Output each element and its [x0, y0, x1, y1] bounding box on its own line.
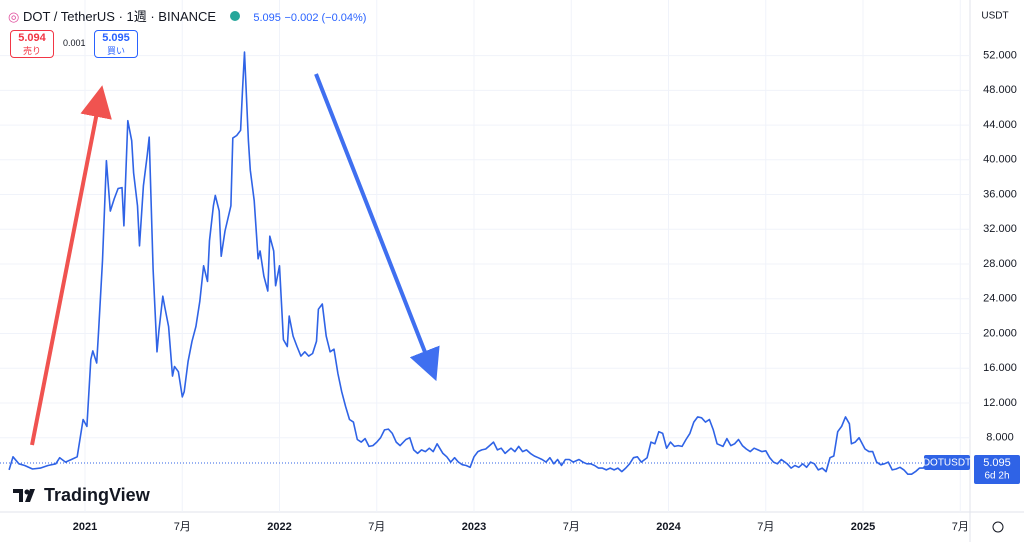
buy-price: 5.095 — [102, 32, 130, 44]
y-tick-label: 28.000 — [983, 258, 1017, 270]
currency-label[interactable]: USDT — [981, 11, 1008, 22]
logo: TradingView — [13, 485, 151, 505]
y-tick-label: 52.000 — [983, 49, 1017, 61]
logo-icon — [13, 489, 35, 502]
y-tick-label: 16.000 — [983, 362, 1017, 374]
currency-button[interactable] — [978, 6, 1018, 26]
buy-label: 買い — [106, 46, 125, 56]
y-tick-label: 36.000 — [983, 188, 1017, 200]
logo-text: TradingView — [44, 485, 151, 505]
logo-dot — [24, 489, 30, 495]
x-tick-label: 2021 — [73, 521, 97, 533]
x-tick-label: 7月 — [952, 521, 969, 533]
x-tick-label: 7月 — [368, 521, 385, 533]
down-arrow-drawing[interactable] — [314, 73, 440, 382]
x-tick-label: 2023 — [462, 521, 486, 533]
sell-button[interactable]: 5.094 売り — [10, 30, 54, 58]
grid — [0, 0, 970, 512]
series-badge — [924, 454, 970, 470]
symbol[interactable]: DOT / TetherUS · 1週 · BINANCE — [22, 9, 217, 24]
y-tick-label: 40.000 — [983, 154, 1017, 166]
x-tick-label: 7月 — [757, 521, 774, 533]
up-arrow-drawing[interactable] — [30, 85, 112, 446]
x-tick-label: 2024 — [656, 521, 681, 533]
x-tick-label: 2022 — [267, 521, 291, 533]
change: −0.002 (−0.04%) — [284, 12, 367, 24]
x-tick-label: 2025 — [851, 521, 875, 533]
status-dot — [229, 11, 240, 21]
series-name: DOTUSDT — [923, 458, 971, 469]
price: 5.095 — [253, 12, 281, 24]
x-tick-label: 7月 — [563, 521, 580, 533]
buy-button[interactable]: 5.095 買い — [94, 30, 138, 58]
price-line — [8, 51, 928, 475]
settings-icon[interactable] — [992, 521, 1004, 533]
y-tick-label: 12.000 — [983, 397, 1017, 409]
x-tick-label: 7月 — [174, 521, 191, 533]
y-tick-label: 48.000 — [983, 84, 1017, 96]
price-badge-value: 5.095 — [983, 457, 1011, 469]
sell-price: 5.094 — [18, 32, 46, 44]
sell-label: 売り — [22, 46, 41, 56]
y-tick-label: 24.000 — [983, 293, 1017, 305]
y-tick-label: 8.000 — [986, 432, 1014, 444]
y-tick-label: 20.000 — [983, 327, 1017, 339]
y-tick-label: 32.000 — [983, 223, 1017, 235]
spread: 0.001 — [63, 38, 86, 48]
countdown: 6d 2h — [984, 471, 1009, 482]
y-tick-label: 44.000 — [983, 119, 1017, 131]
price-badge — [974, 454, 1020, 484]
symbol-icon: ◎ — [8, 9, 20, 24]
plot — [0, 51, 970, 475]
header: ◎ DOT / TetherUS · 1週 · BINANCE 5.095 −0… — [8, 6, 366, 25]
